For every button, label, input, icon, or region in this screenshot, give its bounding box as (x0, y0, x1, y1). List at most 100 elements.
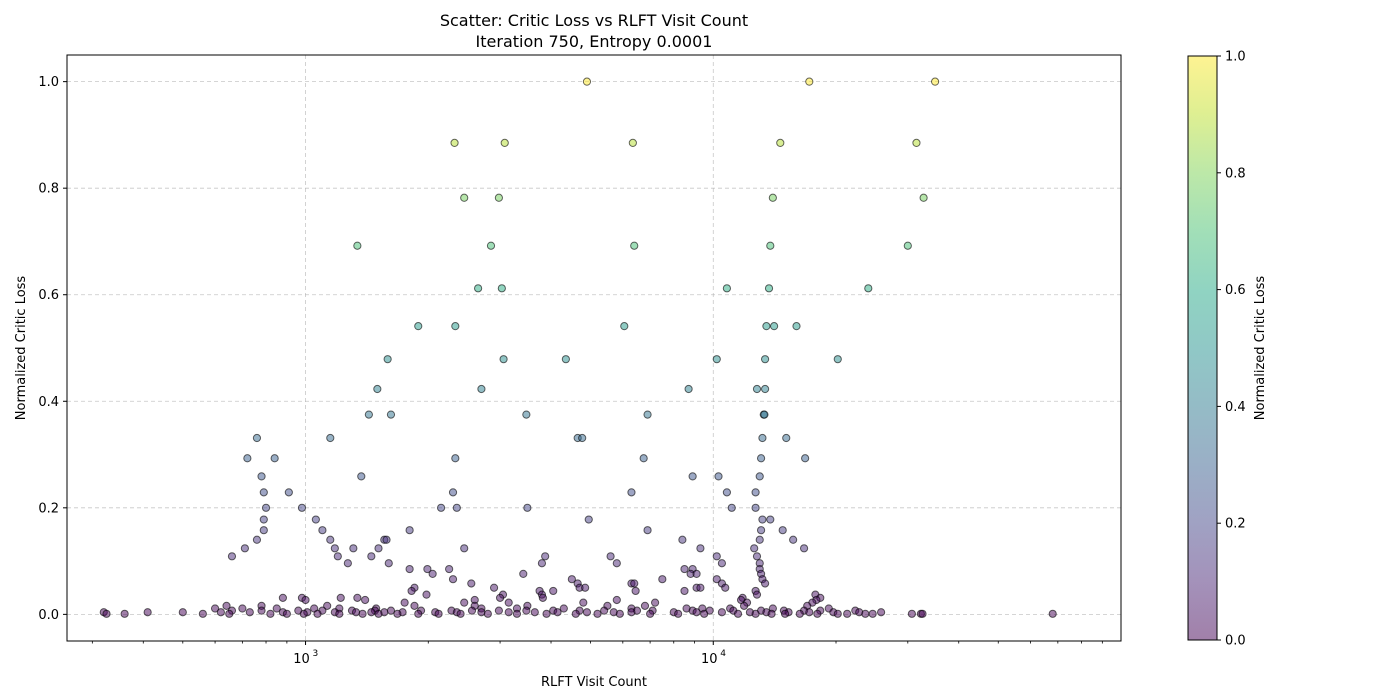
x-tick-exponent: 4 (720, 649, 726, 659)
scatter-point (931, 77, 940, 86)
scatter-point (467, 579, 476, 588)
scatter-point (330, 544, 339, 553)
scatter-point (450, 138, 459, 147)
scatter-point (559, 604, 568, 613)
colorbar-tick-label: 1.0 (1225, 50, 1246, 65)
scatter-point (467, 606, 477, 615)
scatter-point (600, 606, 609, 615)
scatter-point (494, 606, 503, 615)
scatter-point (650, 598, 660, 607)
scatter-point (680, 586, 689, 596)
scatter-point (178, 608, 187, 617)
scatter-point (405, 526, 414, 535)
scatter-point (448, 488, 458, 497)
scatter-point (373, 384, 382, 394)
scatter-point (764, 284, 774, 293)
x-axis-label: RLFT Visit Count (541, 675, 647, 690)
scatter-point (739, 601, 749, 610)
x-tick-exponent: 3 (313, 649, 319, 659)
scatter-point (405, 564, 414, 574)
y-tick-label: 0.0 (38, 608, 59, 623)
scatter-point (799, 544, 809, 553)
scatter-point (868, 609, 877, 618)
scatter-point (483, 609, 492, 618)
colorbar-tick-label: 0.6 (1225, 283, 1246, 298)
scatter-point (717, 559, 727, 568)
scatter-point (323, 601, 332, 610)
scatter-point (448, 575, 458, 584)
scatter-point (460, 193, 469, 202)
scatter-point (722, 284, 731, 293)
scatter-point (805, 608, 814, 617)
scatter-point (758, 433, 767, 443)
scatter-point (643, 526, 652, 535)
scatter-point (423, 564, 432, 574)
scatter-point (257, 472, 266, 481)
scatter-point (792, 322, 801, 331)
scatter-point (349, 544, 358, 553)
colorbar-tick-label: 0.4 (1225, 400, 1246, 415)
scatter-point (422, 590, 431, 599)
scatter-point (751, 488, 760, 497)
scatter-point (630, 241, 639, 250)
y-tick-label: 0.2 (38, 501, 59, 516)
scatter-point (477, 384, 486, 394)
scatter-point (688, 472, 697, 481)
scatter-point (222, 601, 231, 610)
scatter-point (299, 609, 308, 618)
scatter-point (756, 526, 766, 535)
scatter-point (497, 284, 506, 293)
scatter-point (579, 598, 588, 607)
scatter-point (333, 552, 342, 561)
y-axis-ticks: 0.0 0.2 0.4 0.6 0.8 1.0 (38, 75, 67, 623)
scatter-point (238, 604, 247, 613)
scatter-point (712, 552, 721, 561)
scatter-point (593, 609, 602, 618)
scatter-point (750, 544, 759, 553)
scatter-point (582, 77, 592, 86)
scatter-point (382, 535, 391, 544)
scatter-point (542, 609, 551, 618)
scatter-point (270, 454, 279, 463)
scatter-point (674, 609, 683, 618)
scatter-point (500, 138, 509, 147)
scatter-point (456, 609, 465, 618)
scatter-point (541, 552, 550, 561)
chart-title: Scatter: Critic Loss vs RLFT Visit Count (440, 11, 748, 30)
scatter-point (486, 241, 496, 250)
scatter-point (216, 608, 225, 617)
scatter-point (903, 241, 912, 250)
scatter-point (452, 503, 461, 512)
scatter-point (474, 284, 483, 293)
scatter-point (627, 488, 636, 497)
scatter-point (1048, 609, 1057, 618)
scatter-point (358, 609, 367, 618)
scatter-point (696, 544, 705, 553)
scatter-point (326, 535, 335, 544)
scatter-point (696, 583, 705, 592)
scatter-point (495, 593, 505, 602)
scatter-point (451, 322, 460, 331)
scatter-point (760, 355, 770, 364)
scatter-point (227, 552, 237, 561)
scatter-point (240, 544, 249, 553)
scatter-point (460, 544, 469, 553)
scatter-point (311, 515, 320, 524)
scatter-point (272, 604, 281, 613)
scatter-point (752, 590, 762, 599)
scatter-point (343, 559, 352, 568)
scatter-point (297, 503, 307, 512)
y-tick-label: 0.4 (38, 395, 59, 410)
scatter-point (717, 608, 727, 617)
scatter-point (861, 609, 870, 618)
scatter-point (102, 609, 111, 618)
colorbar: 0.0 0.2 0.4 0.6 0.8 1.0 Normalized Critic Los… (1187, 50, 1268, 649)
y-axis-label: Normalized Critic Loss (14, 276, 29, 421)
scatter-point (756, 454, 766, 463)
scatter-point (434, 609, 443, 618)
scatter-points (99, 77, 1057, 618)
scatter-point (460, 598, 469, 607)
colorbar-tick-label: 0.8 (1225, 166, 1246, 181)
scatter-point (646, 609, 655, 618)
